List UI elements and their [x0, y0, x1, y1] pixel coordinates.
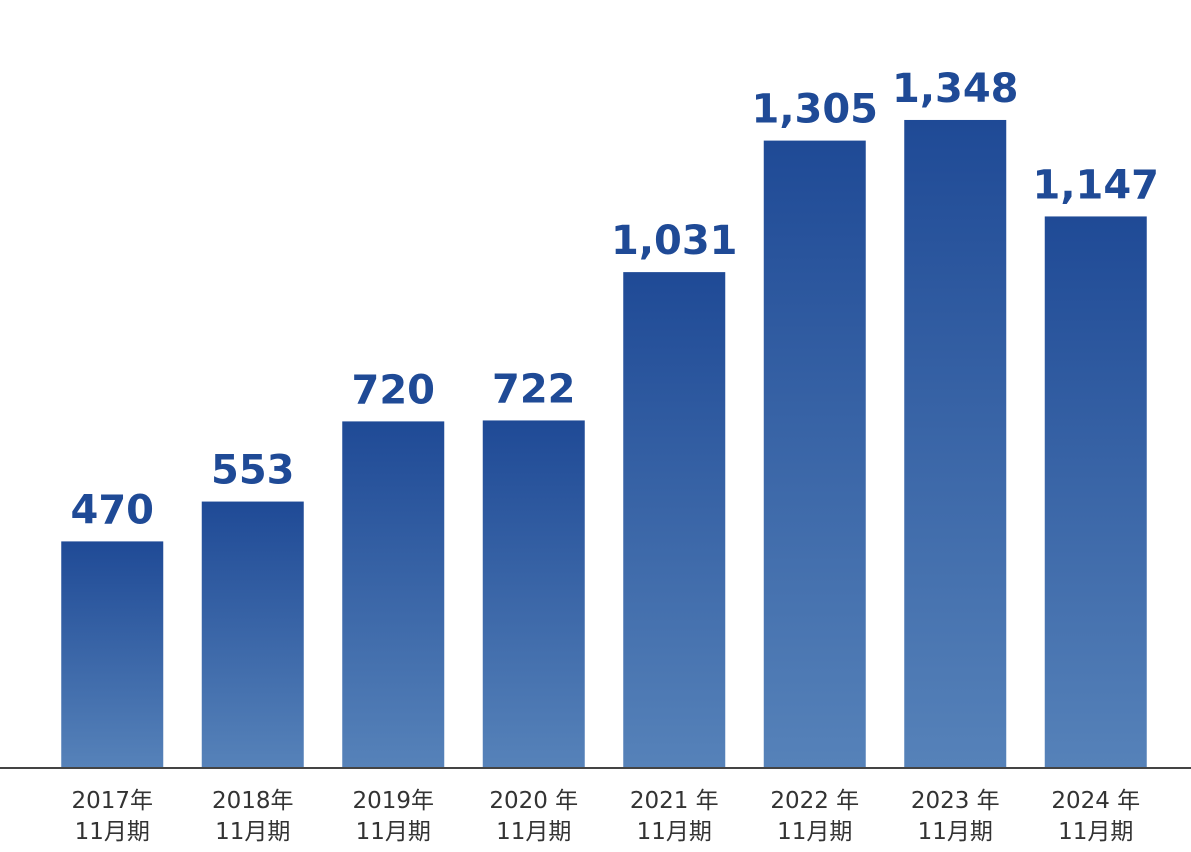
- bar: [342, 421, 445, 767]
- value-label: 470: [71, 487, 155, 533]
- x-tick-label: 2018年: [212, 788, 294, 814]
- x-tick-label: 11月期: [496, 819, 571, 845]
- value-label: 1,147: [1032, 162, 1159, 208]
- bar: [1044, 216, 1147, 767]
- bar: [904, 119, 1007, 767]
- value-label: 722: [492, 366, 576, 412]
- x-tick-label: 2021 年: [630, 788, 719, 814]
- x-tick-label: 2022 年: [770, 788, 859, 814]
- x-tick-label: 11月期: [918, 819, 993, 845]
- value-label: 1,348: [892, 66, 1019, 112]
- x-tick-label: 11月期: [356, 819, 431, 845]
- x-tick-label: 11月期: [637, 819, 712, 845]
- value-label: 720: [352, 367, 436, 413]
- x-tick-label: 11月期: [1058, 819, 1133, 845]
- x-tick-label: 11月期: [75, 819, 150, 845]
- bar: [201, 501, 304, 767]
- x-tick-label: 2017年: [71, 788, 153, 814]
- x-tick-label: 2023 年: [911, 788, 1000, 814]
- bar: [482, 420, 585, 767]
- x-tick-label: 11月期: [215, 819, 290, 845]
- value-label: 553: [211, 448, 295, 494]
- value-label: 1,031: [611, 218, 738, 264]
- x-tick-label: 2019年: [352, 788, 434, 814]
- value-label: 1,305: [751, 87, 878, 133]
- bar: [623, 272, 726, 767]
- x-tick-label: 11月期: [777, 819, 852, 845]
- x-tick-label: 2020 年: [489, 788, 578, 814]
- bar: [763, 140, 866, 768]
- bar: [61, 541, 164, 767]
- x-tick-label: 2024 年: [1051, 788, 1140, 814]
